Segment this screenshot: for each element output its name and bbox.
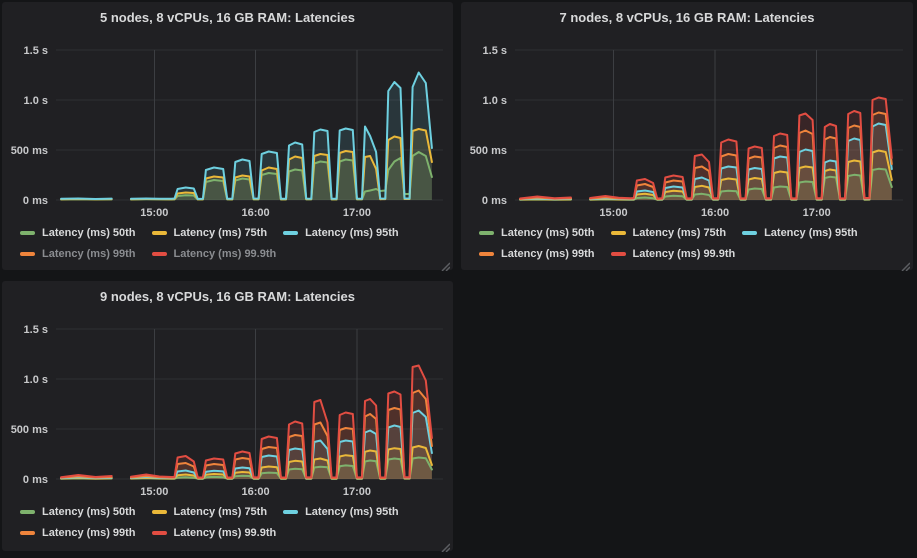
legend-item-latency-ms-75th[interactable]: Latency (ms) 75th	[610, 223, 727, 243]
panel-9-nodes-latencies: 9 nodes, 8 vCPUs, 16 GB RAM: Latencies 0…	[2, 281, 453, 553]
resize-grip-icon	[441, 543, 451, 553]
x-tick-label: 15:00	[140, 486, 168, 498]
legend-color-dash	[742, 231, 758, 235]
latency-chart[interactable]: 0 ms 500 ms 1.0 s 1.5 s 15:00 16:00 17:00	[2, 309, 453, 499]
panel-5-nodes-latencies: 5 nodes, 8 vCPUs, 16 GB RAM: Latencies 0…	[2, 2, 453, 272]
legend-item-latency-ms-99-9th[interactable]: Latency (ms) 99.9th	[610, 244, 736, 264]
series-fill-latency-ms-95th	[61, 72, 432, 200]
x-tick-label: 17:00	[343, 207, 371, 219]
series-line-latency-ms-99-9th	[519, 96, 893, 200]
legend-item-latency-ms-99th[interactable]: Latency (ms) 99th	[20, 244, 136, 264]
legend-item-latency-ms-99-9th[interactable]: Latency (ms) 99.9th	[151, 244, 277, 264]
chart-canvas[interactable]: 0 ms 500 ms 1.0 s 1.5 s 15:00 16:00 17:00	[2, 30, 453, 220]
legend-color-dash	[151, 231, 167, 235]
x-tick-label: 16:00	[242, 486, 270, 498]
y-tick-label: 1.5 s	[24, 324, 48, 336]
legend-color-dash	[479, 231, 494, 235]
legend-color-dash	[20, 531, 35, 535]
x-tick-label: 17:00	[803, 207, 831, 219]
legend-item-latency-ms-95th[interactable]: Latency (ms) 95th	[742, 223, 858, 243]
y-tick-label: 500 ms	[11, 145, 48, 157]
x-tick-label: 17:00	[343, 486, 371, 498]
legend-label: Latency (ms) 75th	[632, 227, 727, 239]
chart-legend: Latency (ms) 50th Latency (ms) 75th Latenc…	[2, 220, 453, 264]
legend-color-dash	[151, 252, 167, 256]
legend-label: Latency (ms) 95th	[764, 227, 858, 239]
legend-item-latency-ms-95th[interactable]: Latency (ms) 95th	[283, 223, 399, 243]
legend-label: Latency (ms) 75th	[173, 506, 268, 518]
legend-color-dash	[20, 252, 35, 256]
resize-grip-icon	[901, 262, 911, 272]
panel-title[interactable]: 7 nodes, 8 vCPUs, 16 GB RAM: Latencies	[559, 10, 815, 25]
legend-color-dash	[283, 510, 299, 514]
legend-label: Latency (ms) 75th	[173, 227, 268, 239]
x-tick-label: 15:00	[599, 207, 627, 219]
legend-label: Latency (ms) 50th	[42, 506, 136, 518]
panel-resize-handle[interactable]	[901, 258, 911, 272]
legend-label: Latency (ms) 50th	[42, 227, 136, 239]
legend-color-dash	[151, 510, 167, 514]
legend-color-dash	[151, 531, 167, 535]
legend-item-latency-ms-50th[interactable]: Latency (ms) 50th	[479, 223, 595, 243]
panel-7-nodes-latencies: 7 nodes, 8 vCPUs, 16 GB RAM: Latencies 0…	[461, 2, 913, 272]
latency-chart[interactable]: 0 ms 500 ms 1.0 s 1.5 s 15:00 16:00 17:00	[461, 30, 913, 220]
legend-label: Latency (ms) 50th	[501, 227, 595, 239]
legend-label: Latency (ms) 99.9th	[632, 248, 736, 260]
panel-title[interactable]: 5 nodes, 8 vCPUs, 16 GB RAM: Latencies	[99, 10, 356, 25]
chart-canvas[interactable]: 0 ms 500 ms 1.0 s 1.5 s 15:00 16:00 17:00	[461, 30, 913, 220]
legend-item-latency-ms-99th[interactable]: Latency (ms) 99th	[20, 523, 136, 543]
legend-item-latency-ms-50th[interactable]: Latency (ms) 50th	[20, 502, 136, 522]
legend-label: Latency (ms) 99th	[501, 248, 595, 260]
chart-legend: Latency (ms) 50th Latency (ms) 75th Latenc…	[2, 499, 453, 543]
y-tick-label: 0 ms	[23, 195, 48, 207]
y-tick-label: 0 ms	[482, 195, 507, 207]
chart-legend: Latency (ms) 50th Latency (ms) 75th Latenc…	[461, 220, 913, 264]
legend-label: Latency (ms) 95th	[305, 506, 399, 518]
axis-labels: 0 ms 500 ms 1.0 s 1.5 s 15:00 16:00 17:00	[11, 45, 371, 219]
legend-item-latency-ms-75th[interactable]: Latency (ms) 75th	[151, 502, 268, 522]
series-line-latency-ms-95th	[60, 71, 433, 200]
x-tick-label: 16:00	[242, 207, 270, 219]
y-tick-label: 1.0 s	[24, 374, 48, 386]
x-tick-label: 16:00	[701, 207, 729, 219]
y-tick-label: 1.5 s	[483, 45, 507, 57]
legend-color-dash	[479, 252, 494, 256]
gridlines	[56, 328, 443, 480]
legend-color-dash	[610, 252, 626, 256]
y-tick-label: 500 ms	[11, 424, 48, 436]
legend-color-dash	[283, 231, 299, 235]
panel-resize-handle[interactable]	[441, 539, 451, 553]
chart-canvas[interactable]: 0 ms 500 ms 1.0 s 1.5 s 15:00 16:00 17:00	[2, 309, 453, 499]
y-tick-label: 500 ms	[470, 145, 507, 157]
legend-label: Latency (ms) 99.9th	[173, 248, 277, 260]
gridlines	[515, 49, 903, 201]
series-line-latency-ms-99-9th	[60, 364, 433, 479]
legend-item-latency-ms-50th[interactable]: Latency (ms) 50th	[20, 223, 136, 243]
axis-labels: 0 ms 500 ms 1.0 s 1.5 s 15:00 16:00 17:00	[470, 45, 831, 219]
resize-grip-icon	[441, 262, 451, 272]
x-tick-label: 15:00	[140, 207, 168, 219]
legend-item-latency-ms-95th[interactable]: Latency (ms) 95th	[283, 502, 399, 522]
y-tick-label: 1.5 s	[24, 45, 48, 57]
legend-color-dash	[20, 510, 35, 514]
gridlines	[56, 49, 443, 201]
legend-label: Latency (ms) 99th	[42, 527, 136, 539]
latency-chart[interactable]: 0 ms 500 ms 1.0 s 1.5 s 15:00 16:00 17:00	[2, 30, 453, 220]
axis-labels: 0 ms 500 ms 1.0 s 1.5 s 15:00 16:00 17:00	[11, 324, 371, 498]
legend-item-latency-ms-99th[interactable]: Latency (ms) 99th	[479, 244, 595, 264]
y-tick-label: 0 ms	[23, 474, 48, 486]
panel-resize-handle[interactable]	[441, 258, 451, 272]
legend-color-dash	[610, 231, 626, 235]
y-tick-label: 1.0 s	[483, 95, 507, 107]
legend-label: Latency (ms) 95th	[305, 227, 399, 239]
legend-label: Latency (ms) 99.9th	[173, 527, 277, 539]
legend-color-dash	[20, 231, 35, 235]
panel-title[interactable]: 9 nodes, 8 vCPUs, 16 GB RAM: Latencies	[99, 289, 356, 304]
y-tick-label: 1.0 s	[24, 95, 48, 107]
legend-item-latency-ms-99-9th[interactable]: Latency (ms) 99.9th	[151, 523, 277, 543]
legend-label: Latency (ms) 99th	[42, 248, 136, 260]
legend-item-latency-ms-75th[interactable]: Latency (ms) 75th	[151, 223, 268, 243]
